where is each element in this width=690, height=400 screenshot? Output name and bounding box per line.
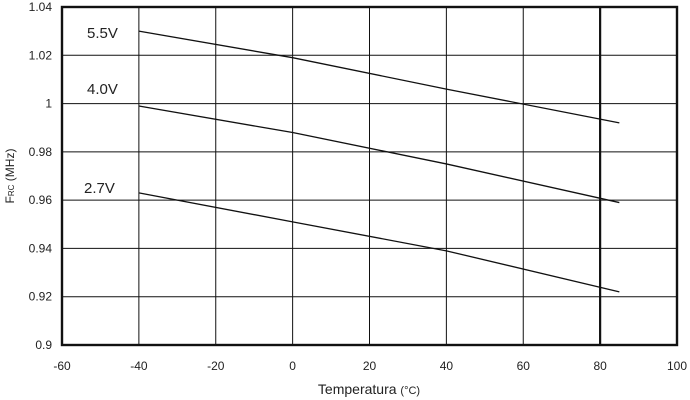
series-line-2-7v xyxy=(138,192,620,293)
x-axis-unit: (°C) xyxy=(400,385,420,397)
y-tick-label: 0.92 xyxy=(29,290,53,304)
y-tick-label: 1 xyxy=(45,97,52,111)
tick-labels: -60 -40 -20 0 20 40 60 80 100 0.9 0.92 0.94 0.96 0.98… xyxy=(29,0,688,373)
series-label-4-0v: 4.0V xyxy=(87,81,118,98)
y-axis-label: FRC (MHz) xyxy=(3,149,17,204)
x-tick-label: 60 xyxy=(517,359,531,373)
series-label-2-7v: 2.7V xyxy=(84,180,115,197)
y-axis-label-sub: RC xyxy=(7,184,16,196)
x-tick-label: -40 xyxy=(130,359,148,373)
x-tick-label: 0 xyxy=(289,359,296,373)
x-tick-label: -20 xyxy=(207,359,225,373)
x-tick-label: 80 xyxy=(593,359,607,373)
x-axis-label-text: Temperatura xyxy=(318,381,397,397)
x-tick-label: -60 xyxy=(53,359,71,373)
y-tick-label: 1.02 xyxy=(29,48,53,62)
y-tick-label: 0.98 xyxy=(29,145,53,159)
y-tick-label: 0.94 xyxy=(29,241,53,255)
y-tick-label: 1.04 xyxy=(29,0,53,14)
series-line-5-5v xyxy=(138,30,620,124)
x-tick-label: 40 xyxy=(440,359,454,373)
series-lines xyxy=(138,30,620,293)
y-axis-unit: (MHz) xyxy=(3,149,17,182)
x-axis-label: Temperatura (°C) xyxy=(318,381,420,397)
y-tick-label: 0.9 xyxy=(35,338,52,352)
grid xyxy=(60,5,679,347)
series-line-4-0v xyxy=(138,105,620,204)
x-tick-label: 100 xyxy=(667,359,687,373)
y-tick-label: 0.96 xyxy=(29,193,53,207)
plot-frame xyxy=(60,5,679,347)
x-tick-label: 20 xyxy=(363,359,377,373)
series-label-5-5v: 5.5V xyxy=(87,25,118,42)
y-axis-label-main: F xyxy=(3,196,17,203)
